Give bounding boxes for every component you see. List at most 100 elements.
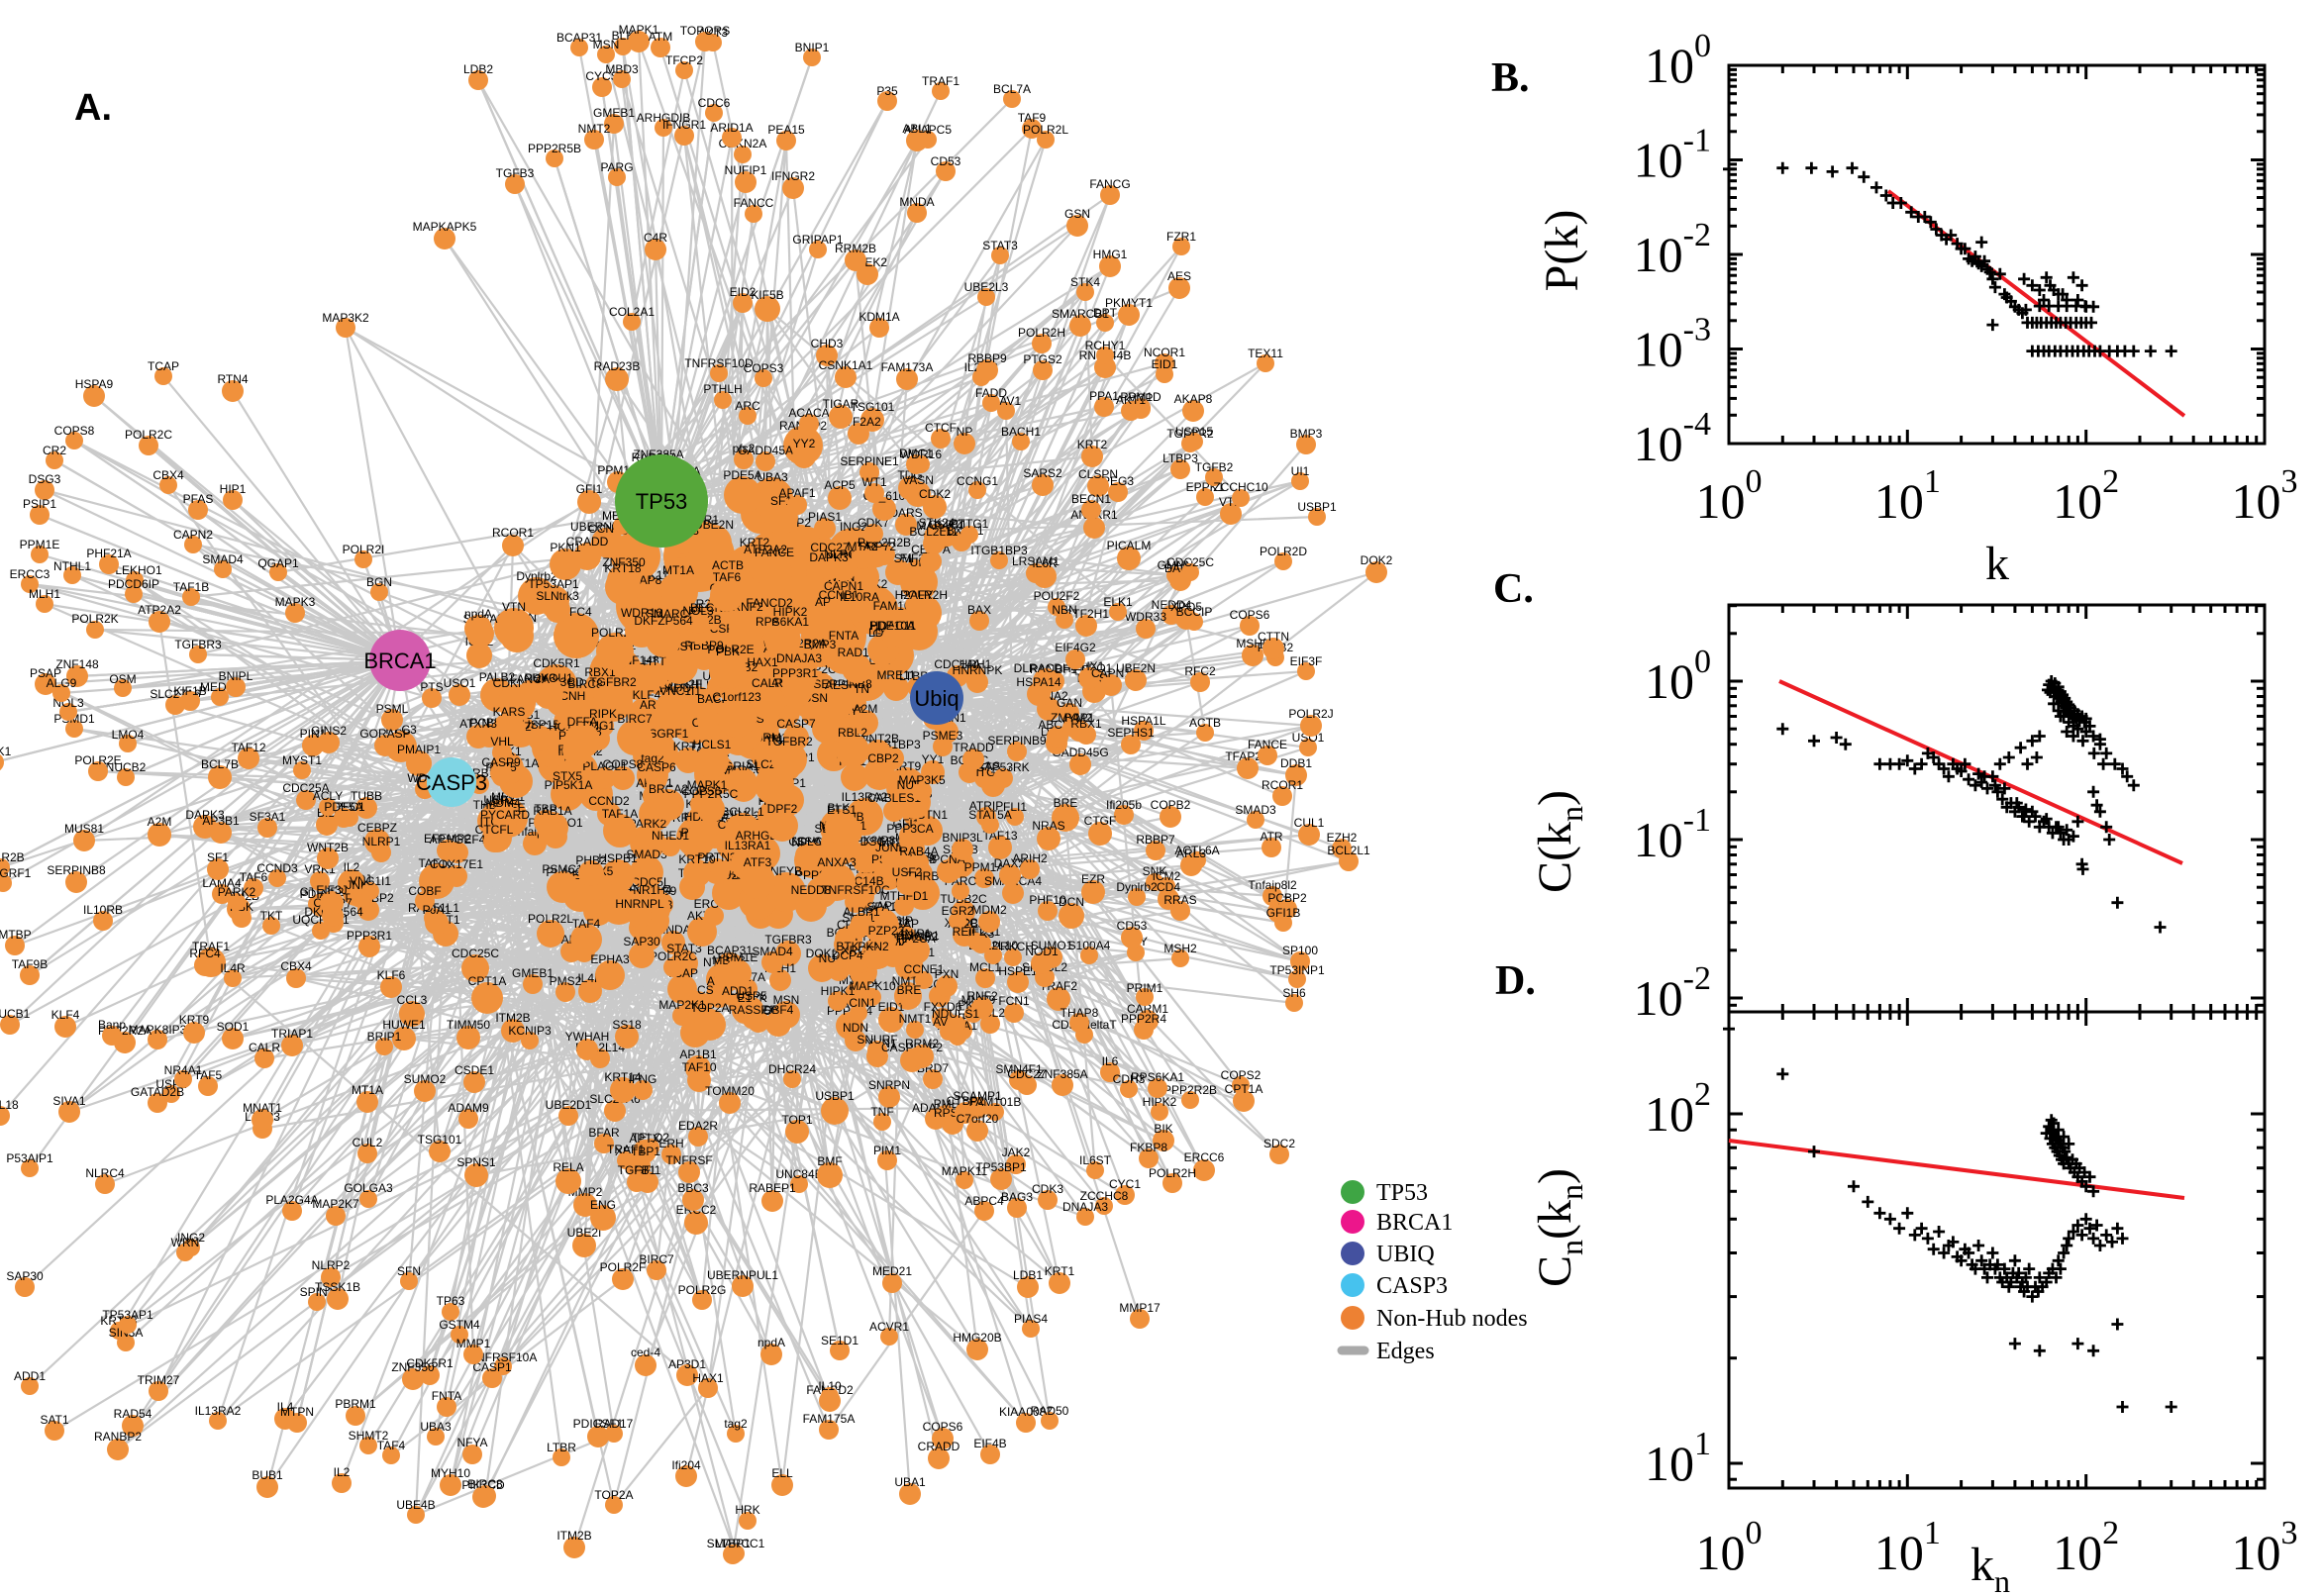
svg-text:JAK2: JAK2 — [1002, 1146, 1031, 1159]
svg-text:ABL1: ABL1 — [902, 122, 932, 136]
svg-text:EIF4B: EIF4B — [973, 1437, 1006, 1450]
svg-text:TGFBR2: TGFBR2 — [765, 735, 813, 748]
svg-text:BRIP1: BRIP1 — [367, 1030, 402, 1044]
svg-text:COPS3: COPS3 — [744, 361, 784, 375]
svg-text:TOP1: TOP1 — [781, 1113, 812, 1127]
svg-text:H2AFY: H2AFY — [895, 588, 934, 602]
svg-text:MTPN: MTPN — [280, 1405, 314, 1419]
svg-text:GFI1B: GFI1B — [1266, 906, 1301, 920]
svg-text:CRADD: CRADD — [918, 1440, 960, 1453]
svg-text:COBF: COBF — [408, 884, 441, 898]
svg-text:IL6ST: IL6ST — [1079, 1153, 1112, 1167]
svg-text:SF3A1: SF3A1 — [250, 810, 286, 824]
svg-text:GORASP: GORASP — [359, 727, 410, 741]
svg-text:BNIP3L: BNIP3L — [942, 831, 983, 845]
svg-text:S100A4: S100A4 — [1068, 939, 1111, 952]
svg-text:ATXN3: ATXN3 — [459, 717, 497, 731]
svg-text:CTTN: CTTN — [1258, 630, 1289, 644]
svg-text:MT1A: MT1A — [662, 563, 694, 577]
svg-text:MAP2K7: MAP2K7 — [312, 1197, 359, 1211]
svg-text:PPP2R4: PPP2R4 — [1121, 1012, 1166, 1026]
svg-text:FNTA: FNTA — [432, 1389, 461, 1403]
svg-text:TAF12: TAF12 — [231, 741, 265, 754]
svg-text:COPS6: COPS6 — [1230, 608, 1270, 622]
svg-text:CD53: CD53 — [1117, 919, 1148, 933]
svg-text:MYST1: MYST1 — [282, 753, 322, 767]
svg-text:IL10RB: IL10RB — [83, 903, 123, 917]
svg-text:KRT9: KRT9 — [179, 1013, 210, 1027]
svg-text:BNIP1: BNIP1 — [795, 41, 830, 54]
svg-text:ALBP1: ALBP1 — [843, 905, 880, 919]
svg-text:RAB4A: RAB4A — [899, 845, 938, 858]
svg-text:NUCB1: NUCB1 — [0, 1007, 31, 1021]
svg-text:NR1H4: NR1H4 — [633, 883, 672, 897]
svg-text:RBBP7: RBBP7 — [1136, 833, 1175, 847]
svg-text:HMG1: HMG1 — [1093, 248, 1128, 261]
svg-text:PIP5K1A: PIP5K1A — [545, 778, 593, 792]
svg-text:EZR: EZR — [1081, 872, 1105, 886]
svg-text:YY2: YY2 — [793, 437, 816, 450]
svg-text:KIF5B: KIF5B — [751, 288, 783, 302]
svg-text:POLR2C: POLR2C — [125, 428, 172, 442]
svg-text:CDK2: CDK2 — [919, 487, 951, 501]
svg-text:Tnfaip8l2: Tnfaip8l2 — [1248, 878, 1297, 892]
svg-text:FKBP8: FKBP8 — [1130, 1141, 1167, 1154]
svg-text:TP53: TP53 — [1376, 1180, 1428, 1206]
svg-text:Banp: Banp — [98, 1018, 126, 1032]
svg-text:CDH3: CDH3 — [1113, 1072, 1146, 1086]
svg-text:POLR2D: POLR2D — [1260, 545, 1307, 558]
svg-text:RBBP9: RBBP9 — [967, 351, 1007, 365]
svg-text:UI1: UI1 — [1291, 464, 1310, 478]
svg-text:TCAP: TCAP — [148, 359, 179, 373]
svg-text:SPNS1: SPNS1 — [456, 1155, 496, 1169]
svg-text:SAP30: SAP30 — [6, 1269, 44, 1283]
svg-text:TRIM27: TRIM27 — [138, 1373, 180, 1387]
svg-text:MBD3: MBD3 — [605, 62, 639, 76]
svg-text:CCNE1: CCNE1 — [904, 962, 945, 976]
svg-text:ARL3: ARL3 — [1176, 847, 1206, 860]
svg-text:STAT3: STAT3 — [982, 239, 1018, 252]
svg-text:CALR: CALR — [752, 676, 783, 690]
svg-text:MAPK3: MAPK3 — [275, 595, 316, 609]
svg-text:TP53: TP53 — [636, 489, 688, 514]
svg-text:PARK2: PARK2 — [218, 885, 256, 899]
svg-text:RNF2: RNF2 — [966, 989, 998, 1003]
svg-text:NUFIP1: NUFIP1 — [725, 163, 767, 177]
svg-text:CPT1A: CPT1A — [468, 974, 507, 988]
svg-text:CD53: CD53 — [931, 154, 961, 168]
svg-text:C(kn): C(kn) — [1529, 790, 1589, 893]
svg-text:TRAF1: TRAF1 — [922, 74, 960, 88]
svg-text:ALG9: ALG9 — [47, 676, 77, 690]
svg-text:BUB1: BUB1 — [252, 1468, 283, 1482]
svg-text:TAF9B: TAF9B — [12, 957, 48, 971]
svg-text:BRE: BRE — [897, 983, 922, 997]
svg-text:CCND2: CCND2 — [588, 794, 630, 808]
svg-text:MED21: MED21 — [872, 1264, 912, 1278]
svg-text:DBF4: DBF4 — [763, 1003, 794, 1017]
svg-text:BCL7B: BCL7B — [201, 757, 239, 771]
svg-text:PPM1E: PPM1E — [20, 538, 60, 551]
svg-text:YWHAH: YWHAH — [565, 1030, 610, 1044]
svg-text:PHF10: PHF10 — [1029, 893, 1066, 907]
svg-text:STP53RK: STP53RK — [976, 760, 1029, 774]
svg-text:ced-4: ced-4 — [631, 1346, 660, 1359]
svg-text:FANCC: FANCC — [734, 196, 774, 210]
svg-text:MAPK10: MAPK10 — [849, 979, 896, 993]
svg-text:SARS2: SARS2 — [1023, 466, 1062, 480]
svg-text:UBE2L3: UBE2L3 — [964, 280, 1009, 294]
svg-text:USBP1: USBP1 — [815, 1089, 855, 1103]
svg-text:PDE5A: PDE5A — [723, 468, 761, 482]
svg-text:ATR: ATR — [1260, 830, 1282, 844]
svg-text:TGFB2: TGFB2 — [1195, 460, 1234, 474]
svg-text:KRT1: KRT1 — [1045, 1264, 1075, 1278]
svg-text:POLR2K: POLR2K — [71, 612, 118, 626]
svg-text:RFC2: RFC2 — [1184, 664, 1216, 678]
svg-text:APAF1: APAF1 — [778, 486, 815, 500]
svg-text:PTGS2: PTGS2 — [1023, 352, 1062, 366]
svg-text:IFNG: IFNG — [629, 1072, 657, 1086]
svg-text:PMAIP1: PMAIP1 — [397, 743, 441, 756]
svg-text:MSH2: MSH2 — [1163, 942, 1197, 955]
svg-text:CASP3: CASP3 — [1376, 1273, 1448, 1299]
svg-text:EIF4G2: EIF4G2 — [1055, 641, 1096, 654]
svg-text:RBL2: RBL2 — [838, 726, 867, 740]
